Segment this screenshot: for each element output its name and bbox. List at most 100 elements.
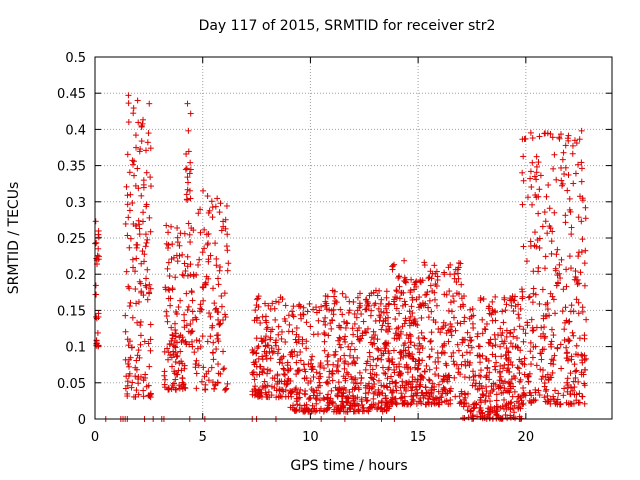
data-point xyxy=(188,288,195,295)
data-point xyxy=(393,288,400,295)
data-point xyxy=(403,276,410,283)
data-point xyxy=(189,308,196,315)
data-point xyxy=(383,294,390,301)
data-point xyxy=(395,324,402,331)
data-point xyxy=(474,386,481,393)
data-point xyxy=(179,334,186,341)
data-point xyxy=(565,318,572,325)
data-point xyxy=(179,251,186,258)
data-point xyxy=(139,218,146,225)
data-point xyxy=(533,194,540,201)
data-point xyxy=(185,303,192,310)
data-point xyxy=(408,303,415,310)
data-point xyxy=(511,409,518,416)
data-point xyxy=(533,243,540,250)
data-point xyxy=(221,365,228,372)
data-point xyxy=(172,308,179,315)
data-point xyxy=(261,348,268,355)
data-point xyxy=(567,390,574,397)
data-point xyxy=(339,393,346,400)
data-point xyxy=(536,133,543,140)
data-point xyxy=(323,300,330,307)
data-point xyxy=(129,314,136,321)
data-point xyxy=(366,353,373,360)
data-point xyxy=(502,411,509,418)
data-point xyxy=(322,292,329,299)
data-point xyxy=(486,409,493,416)
data-point xyxy=(140,116,147,123)
data-point xyxy=(460,336,467,343)
data-point xyxy=(364,325,371,332)
data-point xyxy=(421,368,428,375)
data-point xyxy=(313,369,320,376)
data-point xyxy=(483,355,490,362)
data-point xyxy=(483,320,490,327)
data-point xyxy=(174,352,181,359)
data-point xyxy=(293,339,300,346)
data-point xyxy=(166,287,173,294)
data-point xyxy=(177,297,184,304)
data-point xyxy=(529,354,536,361)
data-point xyxy=(417,376,424,383)
data-point xyxy=(308,408,315,415)
data-point xyxy=(310,306,317,313)
data-point xyxy=(546,205,553,212)
data-point xyxy=(527,168,534,175)
y-tick-label: 0.1 xyxy=(65,341,86,356)
data-point xyxy=(423,362,430,369)
data-point xyxy=(520,326,527,333)
data-point xyxy=(264,394,271,401)
data-point xyxy=(575,214,582,221)
data-point xyxy=(450,314,457,321)
data-point xyxy=(461,318,468,325)
data-point xyxy=(433,365,440,372)
data-point xyxy=(184,186,191,193)
data-point xyxy=(375,400,382,407)
data-point xyxy=(408,276,415,283)
data-point xyxy=(468,337,475,344)
data-point xyxy=(450,358,457,365)
data-point xyxy=(477,353,484,360)
data-point xyxy=(122,312,129,319)
data-point xyxy=(429,288,436,295)
data-point xyxy=(396,273,403,280)
data-point xyxy=(521,361,528,368)
data-point xyxy=(192,364,199,371)
data-point xyxy=(336,341,343,348)
data-point xyxy=(450,298,457,305)
data-point xyxy=(285,312,292,319)
data-point xyxy=(465,403,472,410)
data-point xyxy=(442,386,449,393)
data-point xyxy=(543,312,550,319)
data-point xyxy=(339,290,346,297)
data-point xyxy=(316,397,323,404)
data-point xyxy=(293,385,300,392)
data-point xyxy=(556,261,563,268)
data-point xyxy=(421,259,428,266)
data-point xyxy=(127,354,134,361)
data-point xyxy=(425,314,432,321)
data-point xyxy=(320,394,327,401)
data-point xyxy=(381,383,388,390)
data-point xyxy=(447,320,454,327)
data-point xyxy=(427,268,434,275)
data-point xyxy=(497,384,504,391)
data-point xyxy=(143,169,150,176)
data-point xyxy=(409,351,416,358)
data-point xyxy=(161,372,168,379)
data-point xyxy=(410,392,417,399)
data-point xyxy=(515,311,522,318)
data-point xyxy=(324,406,331,413)
data-point xyxy=(528,184,535,191)
data-point xyxy=(519,401,526,408)
data-point xyxy=(320,318,327,325)
data-point xyxy=(275,331,282,338)
data-point xyxy=(407,333,414,340)
data-point xyxy=(554,344,561,351)
data-point xyxy=(388,389,395,396)
data-point xyxy=(557,131,564,138)
data-point xyxy=(223,202,230,209)
data-point xyxy=(263,355,270,362)
data-point xyxy=(301,375,308,382)
data-point xyxy=(296,301,303,308)
